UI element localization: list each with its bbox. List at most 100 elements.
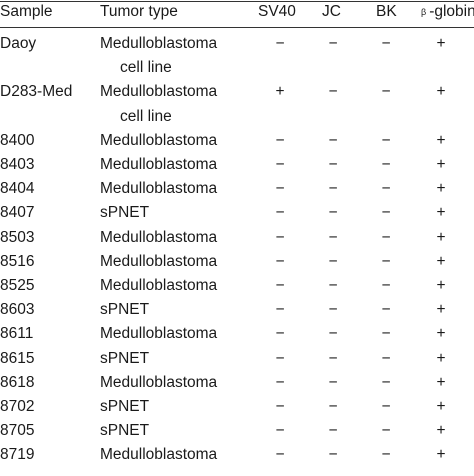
cell-sample: 8611 — [0, 325, 34, 343]
cell-jc-value: − — [328, 373, 338, 391]
header-sv40: SV40 — [258, 3, 296, 20]
cell-sample: 8516 — [0, 252, 35, 270]
cell-sv40-value: − — [275, 156, 285, 173]
cell-tumor-type-continuation: cell line — [120, 107, 172, 125]
cell-tumor-type: Medulloblastoma — [100, 228, 218, 246]
header-sample: Sample — [0, 3, 53, 20]
cell-sv40-value: − — [275, 446, 285, 464]
cell-sv40-value: − — [275, 277, 285, 294]
beta-globin-label: -globin — [429, 3, 474, 20]
cell-sv40-value: − — [275, 204, 285, 222]
table-header-rule — [0, 27, 474, 28]
cell-sample: 8525 — [0, 277, 35, 294]
cell-tumor-type: sPNET — [100, 204, 150, 222]
cell-jc-value: − — [328, 277, 338, 294]
cell-beta-globin-value: + — [436, 446, 446, 464]
cell-sample: 8404 — [0, 180, 35, 198]
cell-jc-value: − — [328, 83, 338, 101]
cell-bk-value: − — [381, 252, 391, 270]
cell-bk-value: − — [381, 422, 391, 440]
cell-sample: Daoy — [0, 35, 37, 52]
cell-tumor-type: sPNET — [100, 422, 150, 440]
cell-bk-value: − — [381, 349, 391, 367]
cell-beta-globin-value: + — [436, 228, 446, 246]
cell-bk-value: − — [381, 398, 391, 415]
cell-sample: D283-Med — [0, 83, 73, 101]
cell-tumor-type: Medulloblastoma — [100, 35, 218, 52]
cell-bk-value: − — [381, 446, 391, 464]
cell-beta-globin-value: + — [436, 83, 446, 101]
cell-tumor-type-continuation: cell line — [120, 59, 172, 77]
cell-beta-globin-value: + — [436, 180, 446, 198]
cell-sample: 8705 — [0, 422, 35, 440]
cell-sv40-value: − — [275, 131, 285, 149]
cell-jc-value: − — [328, 131, 338, 149]
cell-beta-globin-value: + — [436, 349, 446, 367]
cell-jc-value: − — [328, 204, 338, 222]
cell-jc-value: − — [328, 35, 338, 52]
header-tumor-type: Tumor type — [100, 3, 178, 20]
cell-sv40-value: − — [275, 349, 285, 367]
cell-beta-globin-value: + — [436, 35, 446, 52]
cell-jc-value: − — [328, 180, 338, 198]
cell-tumor-type: Medulloblastoma — [100, 325, 218, 343]
cell-sample: 8603 — [0, 301, 35, 319]
cell-beta-globin-value: + — [436, 373, 446, 391]
cell-bk-value: − — [381, 83, 391, 101]
cell-jc-value: − — [328, 228, 338, 246]
cell-tumor-type: Medulloblastoma — [100, 373, 218, 391]
cell-sv40-value: − — [275, 301, 285, 319]
cell-jc-value: − — [328, 422, 338, 440]
cell-bk-value: − — [381, 301, 391, 319]
cell-tumor-type: Medulloblastoma — [100, 83, 218, 101]
cell-sv40-value: − — [275, 398, 285, 415]
header-beta-globin: β -globin — [421, 3, 474, 21]
cell-tumor-type: Medulloblastoma — [100, 277, 218, 294]
cell-tumor-type: Medulloblastoma — [100, 131, 218, 149]
cell-tumor-type: Medulloblastoma — [100, 252, 218, 270]
cell-jc-value: − — [328, 398, 338, 415]
cell-jc-value: − — [328, 252, 338, 270]
cell-sample: 8400 — [0, 131, 35, 149]
cell-tumor-type: sPNET — [100, 398, 150, 415]
cell-beta-globin-value: + — [436, 131, 446, 149]
cell-sample: 8503 — [0, 228, 35, 246]
header-bk: BK — [376, 3, 397, 20]
cell-tumor-type: sPNET — [100, 301, 150, 319]
cell-tumor-type: sPNET — [100, 349, 150, 367]
cell-bk-value: − — [381, 156, 391, 173]
cell-sample: 8615 — [0, 349, 35, 367]
cell-sv40-value: − — [275, 252, 285, 270]
cell-beta-globin-value: + — [436, 325, 446, 343]
cell-sample: 8719 — [0, 446, 35, 464]
cell-sample: 8407 — [0, 204, 35, 222]
cell-bk-value: − — [381, 373, 391, 391]
cell-sv40-value: − — [275, 35, 285, 52]
cell-jc-value: − — [328, 349, 338, 367]
cell-bk-value: − — [381, 204, 391, 222]
cell-beta-globin-value: + — [436, 422, 446, 440]
cell-sv40-value: − — [275, 228, 285, 246]
cell-sv40-value: − — [275, 325, 285, 343]
cell-jc-value: − — [328, 156, 338, 173]
cell-sample: 8702 — [0, 398, 35, 415]
cell-jc-value: − — [328, 301, 338, 319]
cell-bk-value: − — [381, 180, 391, 198]
cell-bk-value: − — [381, 131, 391, 149]
cell-sv40-value: − — [275, 180, 285, 198]
cell-tumor-type: Medulloblastoma — [100, 180, 218, 198]
cell-sv40-value: − — [275, 422, 285, 440]
cell-sample: 8618 — [0, 373, 35, 391]
cell-sv40-value: − — [275, 373, 285, 391]
cell-sv40-value: + — [275, 83, 285, 101]
cell-beta-globin-value: + — [436, 301, 446, 319]
cell-beta-globin-value: + — [436, 252, 446, 270]
beta-symbol: β — [421, 7, 427, 17]
cell-beta-globin-value: + — [436, 277, 446, 294]
cell-bk-value: − — [381, 325, 391, 343]
cell-bk-value: − — [381, 35, 391, 52]
cell-jc-value: − — [328, 446, 338, 464]
header-jc: JC — [322, 3, 341, 20]
cell-beta-globin-value: + — [436, 398, 446, 415]
